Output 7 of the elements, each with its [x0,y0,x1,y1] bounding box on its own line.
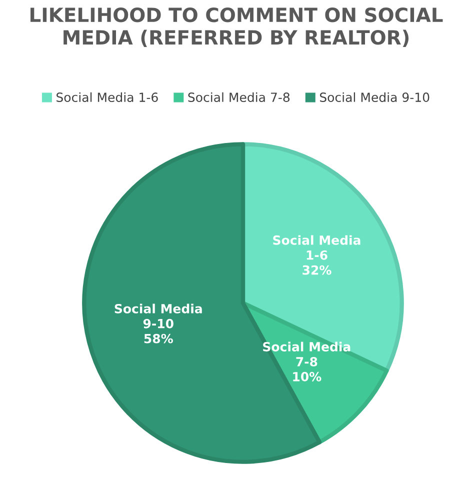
legend-label: Social Media 7-8 [188,92,290,102]
data-label: Social Media 7-8 10% [263,342,350,382]
data-label: Social Media 9-10 58% [114,304,202,344]
chart-title: LIKELIHOOD TO COMMENT ON SOCIAL MEDIA (REFERRED BY REALTOR) [30,8,443,48]
legend-label: Social Media 9-10 [320,92,430,102]
legend-label: Social Media 1-6 [56,92,158,102]
data-label: Social Media 1-6 32% [273,235,360,275]
